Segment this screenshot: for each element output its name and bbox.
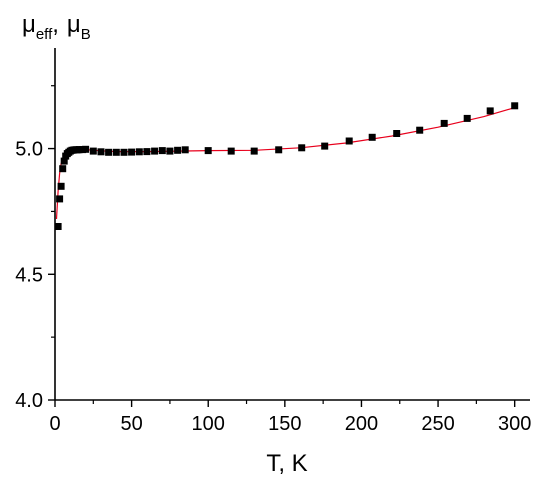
- data-point: [56, 195, 64, 203]
- data-point: [511, 102, 519, 110]
- data-point: [60, 157, 68, 165]
- x-axis-title: T, K: [266, 450, 307, 477]
- data-point: [486, 107, 494, 115]
- x-tick-label-200: 200: [345, 413, 378, 435]
- y-tick-label-2: 5.0: [15, 139, 43, 161]
- data-point: [105, 148, 113, 156]
- data-point: [250, 147, 258, 155]
- data-point: [181, 146, 189, 154]
- x-tick-label-300: 300: [498, 413, 531, 435]
- data-point: [54, 223, 62, 230]
- svg-text:μeff,μB: μeff, μB: [22, 11, 91, 43]
- data-point: [393, 130, 401, 137]
- y-axis-title-main2: μ: [67, 11, 81, 38]
- data-point: [368, 133, 376, 141]
- x-tick-label-250: 250: [421, 413, 454, 435]
- y-axis-title: μeff, μB: [22, 11, 91, 43]
- y-axis-title-sep: ,: [52, 11, 59, 38]
- data-point: [174, 146, 182, 154]
- y-axis-title-sub: eff: [36, 26, 53, 43]
- data-point: [89, 147, 97, 155]
- data-point: [440, 119, 448, 127]
- data-point: [151, 147, 159, 155]
- data-point: [463, 114, 471, 122]
- data-point: [158, 147, 166, 155]
- data-point: [345, 137, 353, 145]
- data-point: [57, 182, 65, 190]
- x-tick-label-0: 0: [49, 413, 60, 435]
- data-point: [321, 142, 329, 150]
- data-point: [166, 147, 174, 155]
- data-point: [143, 148, 151, 156]
- data-point: [275, 146, 283, 154]
- data-point: [204, 147, 212, 155]
- x-tick-label-150: 150: [268, 413, 301, 435]
- data-point: [227, 147, 235, 155]
- x-tick-label-50: 50: [120, 413, 142, 435]
- data-point: [128, 148, 136, 156]
- plot-area: 0 50 100 150 200 250 300 4.0 4.5 5.0: [15, 48, 531, 435]
- data-point: [416, 126, 424, 134]
- data-point: [135, 148, 143, 156]
- data-point: [97, 148, 105, 156]
- data-point: [112, 148, 120, 156]
- y-axis-title-sub2: B: [81, 26, 91, 43]
- y-axis-title-main: μ: [22, 11, 36, 38]
- x-tick-label-100: 100: [192, 413, 225, 435]
- data-point: [120, 148, 128, 156]
- data-point: [298, 144, 306, 152]
- data-point: [82, 145, 90, 153]
- y-tick-label-1: 4.5: [15, 264, 43, 286]
- y-tick-label-0: 4.0: [15, 390, 43, 412]
- data-point: [59, 165, 67, 173]
